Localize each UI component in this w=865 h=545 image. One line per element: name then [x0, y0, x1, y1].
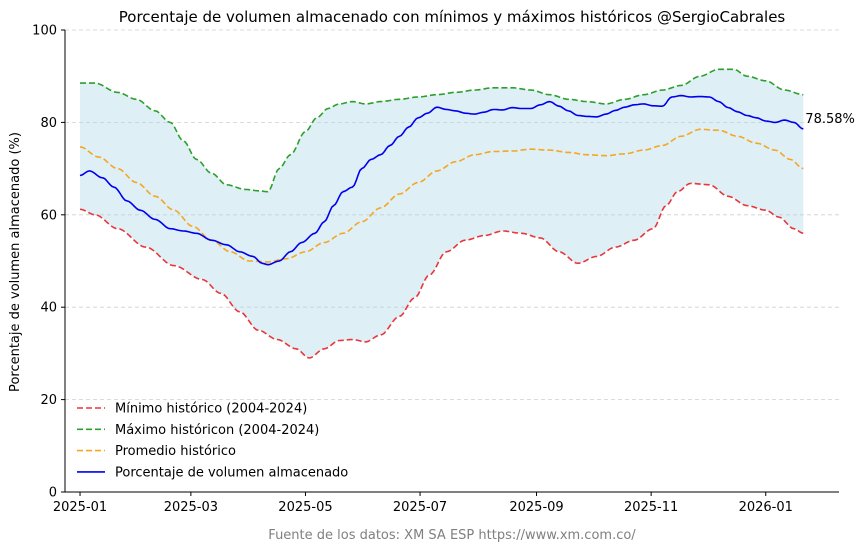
last-value-annotation: 78.58%	[805, 112, 855, 127]
legend-label-4: Porcentaje de volumen almacenado	[115, 465, 348, 480]
legend-label-2: Máximo históricon (2004-2024)	[115, 423, 319, 438]
y-tick-label-0: 0	[49, 486, 57, 501]
y-tick-label-100: 100	[32, 24, 57, 39]
source-note: Fuente de los datos: XM SA ESP https://w…	[268, 528, 636, 543]
x-tick-label-2025-09: 2025-09	[509, 500, 563, 515]
chart-title: Porcentaje de volumen almacenado con mín…	[119, 8, 786, 26]
x-tick-label-2026-01: 2026-01	[739, 500, 793, 515]
legend-label-3: Promedio histórico	[115, 444, 236, 459]
series-line-2	[80, 68, 804, 193]
x-tick-label-2025-03: 2025-03	[164, 500, 218, 515]
x-tick-label-2025-01: 2025-01	[53, 500, 107, 515]
x-axis-ticks: 2025-01 2025-03 2025-05 2025-07 2025-09 2025-…	[53, 492, 793, 515]
series-line-3	[79, 128, 804, 263]
legend-label-1: Mínimo histórico (2004-2024)	[115, 402, 307, 417]
y-tick-label-80: 80	[40, 116, 57, 131]
y-tick-label-20: 20	[40, 393, 57, 408]
series-lines	[79, 68, 804, 359]
min-max-fill	[80, 69, 804, 359]
series-line-4	[79, 94, 804, 266]
y-axis-label: Porcentaje de volumen almacenado (%)	[8, 132, 23, 392]
x-tick-label-2025-05: 2025-05	[278, 500, 332, 515]
series-line-1	[79, 182, 804, 359]
y-tick-label-60: 60	[40, 208, 57, 223]
axes	[64, 30, 839, 493]
x-tick-label-2025-07: 2025-07	[393, 500, 447, 515]
y-tick-label-40: 40	[40, 301, 57, 316]
y-axis-ticks: 0 20 40 60 80 100	[32, 24, 65, 501]
x-tick-label-2025-11: 2025-11	[624, 500, 678, 515]
legend: Mínimo histórico (2004-2024) Máximo histó…	[77, 402, 348, 480]
historical-range-band	[80, 69, 804, 359]
